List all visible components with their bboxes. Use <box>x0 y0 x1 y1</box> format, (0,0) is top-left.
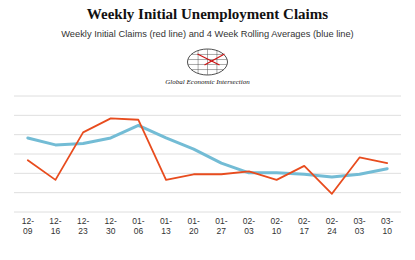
x-tick-label: 02-24 <box>326 216 338 236</box>
x-tick-label: 12-30 <box>105 216 117 236</box>
x-tick-label: 02-10 <box>270 216 282 236</box>
subtitle: Weekly Initial Claims (red line) and 4 W… <box>61 29 353 39</box>
series-line <box>28 118 387 193</box>
grid-line <box>14 212 401 213</box>
x-tick-label: 02-03 <box>243 216 255 236</box>
x-tick-label: 01-27 <box>215 216 227 236</box>
x-tick-label: 03-10 <box>381 216 393 236</box>
x-tick-label: 12-16 <box>49 216 61 236</box>
x-tick-label: 01-13 <box>160 216 172 236</box>
grid <box>14 96 401 212</box>
annotation: Global Economic Intersection <box>165 78 250 86</box>
x-tick-label: 01-06 <box>132 216 144 236</box>
x-tick-label: 02-17 <box>298 216 310 236</box>
x-axis: 12-09 12-16 12-23 12-30 01-06 01-13 01-20 01-27… <box>22 216 394 236</box>
grid-line <box>14 115 401 116</box>
grid-line <box>14 96 401 97</box>
title: Weekly Initial Unemployment Claims <box>87 6 328 22</box>
x-tick-label: 01-20 <box>188 216 200 236</box>
logo <box>188 49 228 75</box>
x-tick-label: 03-03 <box>353 216 365 236</box>
x-tick-label: 12-09 <box>22 216 34 236</box>
grid-line <box>14 134 401 135</box>
grid-line <box>14 154 401 155</box>
x-tick-label: 12-23 <box>77 216 89 236</box>
chart: Weekly Initial Unemployment Claims Weekly… <box>0 0 415 260</box>
grid-line <box>14 192 401 193</box>
lines <box>28 118 387 193</box>
